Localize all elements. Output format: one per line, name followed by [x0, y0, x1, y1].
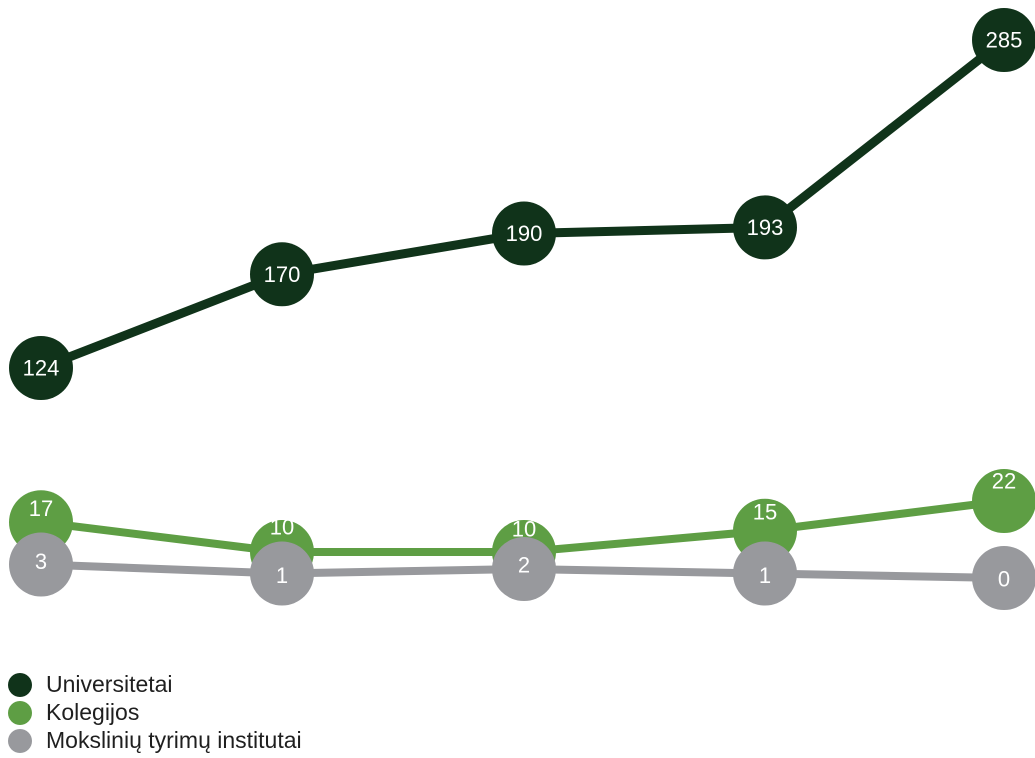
- data-point-institutai-1: [9, 532, 73, 597]
- legend-label-universitetai: Universitetai: [46, 671, 173, 697]
- legend-swatch-kolegijos: [8, 700, 32, 725]
- legend-item-institutai: Mokslinių tyrimų institutai: [8, 728, 302, 753]
- data-point-universitetai-5: [972, 8, 1035, 72]
- legend-item-universitetai: Universitetai: [8, 672, 302, 697]
- data-label-universitetai-3: 190: [506, 221, 543, 246]
- legend-label-kolegijos: Kolegijos: [46, 699, 140, 725]
- legend-label-institutai: Mokslinių tyrimų institutai: [46, 727, 302, 753]
- data-label-institutai-5: 0: [998, 567, 1010, 592]
- data-label-universitetai-1: 124: [23, 356, 60, 381]
- data-point-institutai-4: [733, 541, 797, 606]
- data-label-universitetai-4: 193: [747, 215, 784, 240]
- data-label-universitetai-5: 285: [986, 28, 1023, 53]
- data-label-institutai-1: 3: [35, 549, 47, 574]
- data-label-kolegijos-2: 10: [270, 515, 294, 540]
- data-point-universitetai-1: [9, 336, 73, 400]
- series-universitetai: 124 170 190 193 285: [9, 8, 1035, 400]
- data-label-kolegijos-5: 22: [992, 469, 1016, 494]
- data-label-kolegijos-4: 15: [753, 499, 777, 524]
- data-point-kolegijos-5: [972, 469, 1035, 533]
- legend-item-kolegijos: Kolegijos: [8, 700, 302, 725]
- data-point-universitetai-2: [250, 242, 314, 307]
- series-institutai: 3 1 2 1 0: [9, 532, 1035, 610]
- data-label-kolegijos-1: 17: [29, 496, 53, 521]
- data-label-institutai-3: 2: [518, 553, 530, 578]
- legend: Universitetai Kolegijos Mokslinių tyrimų…: [8, 672, 302, 756]
- data-point-institutai-2: [250, 541, 314, 606]
- data-point-institutai-5: [972, 546, 1035, 610]
- data-point-universitetai-4: [733, 195, 797, 260]
- data-label-universitetai-2: 170: [264, 262, 301, 287]
- legend-swatch-universitetai: [8, 672, 32, 697]
- legend-swatch-institutai: [8, 728, 32, 753]
- data-point-institutai-3: [492, 537, 556, 601]
- data-label-institutai-4: 1: [759, 563, 771, 588]
- data-point-universitetai-3: [492, 201, 556, 266]
- data-label-institutai-2: 1: [276, 563, 288, 588]
